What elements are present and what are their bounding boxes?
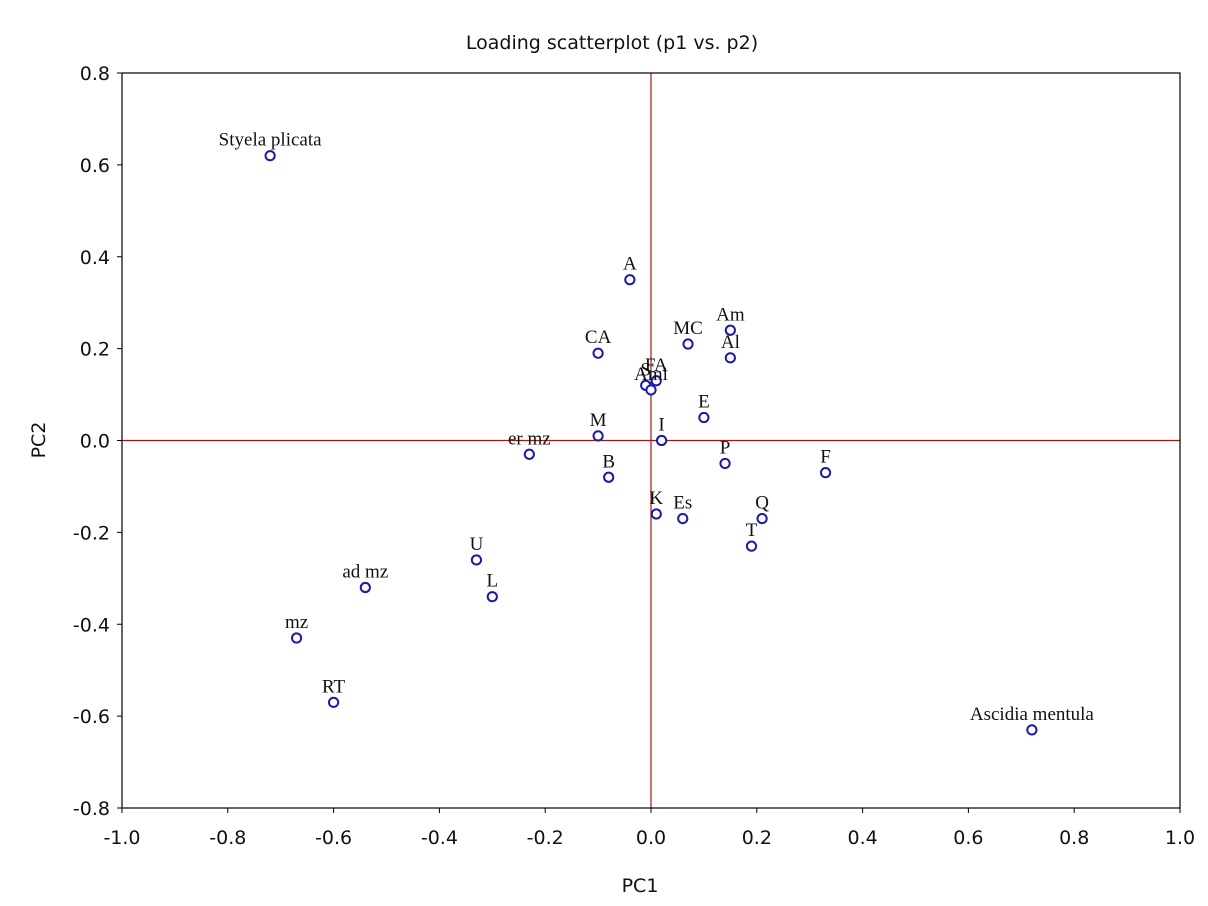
data-point <box>724 352 736 364</box>
x-tick-label: -0.4 <box>421 827 458 849</box>
point-label: E <box>698 392 710 413</box>
x-axis-label: PC1 <box>622 875 659 897</box>
point-label: F <box>820 447 831 468</box>
data-point <box>1026 724 1038 736</box>
x-tick-label: 0.6 <box>953 827 983 849</box>
data-point <box>719 457 731 470</box>
point-label: CA <box>585 327 612 348</box>
data-point <box>682 338 694 350</box>
x-tick-label: -1.0 <box>103 827 140 849</box>
data-point <box>523 448 535 460</box>
point-label: I <box>658 415 664 436</box>
data-point <box>624 274 636 286</box>
data-point <box>486 591 498 603</box>
point-label: Es <box>673 493 692 514</box>
point-label: T <box>746 520 758 541</box>
x-tick-label: -0.6 <box>315 827 352 849</box>
y-tick-label: 0.4 <box>80 247 110 269</box>
y-tick-label: -0.2 <box>73 522 110 544</box>
x-tick-label: 0.8 <box>1059 827 1089 849</box>
point-label: L <box>486 571 498 592</box>
data-point <box>650 508 662 520</box>
point-label: MC <box>673 318 703 339</box>
point-label: Ami <box>634 364 668 385</box>
point-label: K <box>649 488 663 509</box>
point-label: er mz <box>508 428 551 449</box>
point-label: RT <box>322 676 346 697</box>
x-tick-label: 0.4 <box>847 827 877 849</box>
y-tick-label: 0.8 <box>80 63 110 85</box>
x-tick-label: -0.2 <box>527 827 564 849</box>
data-point <box>592 430 604 442</box>
data-point <box>645 384 657 396</box>
x-tick-label: 0.0 <box>636 827 666 849</box>
point-label: Styela plicata <box>219 130 322 151</box>
point-label: U <box>470 534 484 555</box>
x-tick-label: -0.8 <box>209 827 246 849</box>
point-label: FA <box>645 355 668 376</box>
data-point <box>819 467 832 479</box>
data-point <box>328 696 340 708</box>
data-point <box>592 347 604 359</box>
point-label: mz <box>285 612 308 633</box>
point-label: A <box>623 254 637 275</box>
point-label: M <box>590 410 607 431</box>
point-label: Ascidia mentula <box>970 704 1095 725</box>
data-point <box>724 324 736 336</box>
data-point <box>745 540 758 552</box>
data-point <box>756 512 768 525</box>
x-tick-label: 0.2 <box>742 827 772 849</box>
point-label: Al <box>721 332 740 353</box>
data-point <box>677 512 689 525</box>
point-label: S <box>640 359 651 380</box>
x-tick-label: 1.0 <box>1165 827 1195 849</box>
point-label: Am <box>716 304 745 325</box>
plot-area: -1.0 -0.8 -0.6 -0.4 -0.2 0.0 0.2 0.4 0.6 0.8 1.0 0.… <box>73 63 1195 849</box>
data-point <box>655 434 668 447</box>
data-point <box>650 375 662 387</box>
data-point <box>359 581 371 594</box>
y-tick-label: -0.6 <box>73 706 110 728</box>
data-point <box>470 554 483 566</box>
y-tick-label: 0.2 <box>80 339 110 361</box>
chart-title: Loading scatterplot (p1 vs. p2) <box>466 32 758 54</box>
point-label: B <box>602 451 615 472</box>
y-tick-label: -0.4 <box>73 614 110 636</box>
data-point <box>264 150 276 162</box>
data-point <box>698 411 710 424</box>
y-tick-label: 0.6 <box>80 155 110 177</box>
y-tick-label: -0.8 <box>73 798 110 820</box>
point-label: ad mz <box>342 562 388 583</box>
point-label: P <box>720 437 731 458</box>
y-tick-label: 0.0 <box>80 431 110 453</box>
y-axis-label: PC2 <box>28 422 50 459</box>
data-point <box>290 632 303 644</box>
data-point <box>603 471 615 483</box>
point-label: Q <box>755 493 769 514</box>
